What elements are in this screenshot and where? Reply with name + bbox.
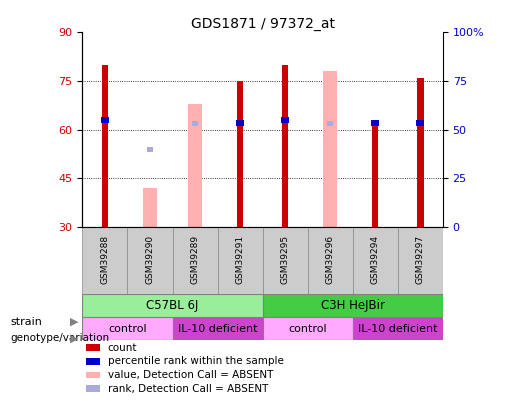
Bar <box>281 117 289 123</box>
Bar <box>128 227 173 294</box>
Bar <box>86 386 100 392</box>
Bar <box>101 117 109 123</box>
Bar <box>371 120 380 126</box>
Text: IL-10 deficient: IL-10 deficient <box>178 324 258 334</box>
Bar <box>263 294 443 317</box>
Bar <box>102 65 108 227</box>
Bar <box>147 147 153 151</box>
Text: GSM39296: GSM39296 <box>326 235 335 284</box>
Text: C3H HeJBir: C3H HeJBir <box>321 299 385 312</box>
Text: control: control <box>288 324 327 334</box>
Text: GSM39294: GSM39294 <box>371 235 380 284</box>
Bar <box>86 344 100 351</box>
Text: control: control <box>108 324 147 334</box>
Bar <box>353 227 398 294</box>
Bar <box>86 358 100 365</box>
Bar <box>323 71 337 227</box>
Text: GSM39289: GSM39289 <box>191 235 199 284</box>
Bar <box>82 294 263 317</box>
Bar <box>82 317 173 340</box>
Text: rank, Detection Call = ABSENT: rank, Detection Call = ABSENT <box>108 384 268 394</box>
Bar <box>398 227 443 294</box>
Bar <box>307 227 353 294</box>
Bar <box>173 317 263 340</box>
Text: GSM39295: GSM39295 <box>281 235 289 284</box>
Bar <box>86 372 100 378</box>
Text: count: count <box>108 343 137 353</box>
Bar <box>188 104 202 227</box>
Bar <box>263 317 353 340</box>
Bar <box>372 120 379 227</box>
Text: strain: strain <box>10 317 42 327</box>
Bar <box>82 227 128 294</box>
Bar <box>237 81 243 227</box>
Text: GSM39288: GSM39288 <box>100 235 109 284</box>
Bar <box>263 227 307 294</box>
Text: IL-10 deficient: IL-10 deficient <box>358 324 438 334</box>
Bar <box>143 188 157 227</box>
Text: GSM39291: GSM39291 <box>236 235 245 284</box>
Title: GDS1871 / 97372_at: GDS1871 / 97372_at <box>191 17 335 31</box>
Bar <box>328 121 333 126</box>
Bar <box>353 317 443 340</box>
Bar <box>192 121 198 126</box>
Text: genotype/variation: genotype/variation <box>10 333 109 343</box>
Bar <box>416 120 424 126</box>
Bar <box>282 65 288 227</box>
Text: C57BL 6J: C57BL 6J <box>146 299 199 312</box>
Bar <box>173 227 217 294</box>
Bar <box>417 78 423 227</box>
Text: ▶: ▶ <box>70 333 78 343</box>
Bar <box>236 120 244 126</box>
Text: GSM39297: GSM39297 <box>416 235 425 284</box>
Bar <box>217 227 263 294</box>
Text: ▶: ▶ <box>70 317 78 327</box>
Text: value, Detection Call = ABSENT: value, Detection Call = ABSENT <box>108 370 273 380</box>
Text: GSM39290: GSM39290 <box>146 235 154 284</box>
Text: percentile rank within the sample: percentile rank within the sample <box>108 356 284 367</box>
